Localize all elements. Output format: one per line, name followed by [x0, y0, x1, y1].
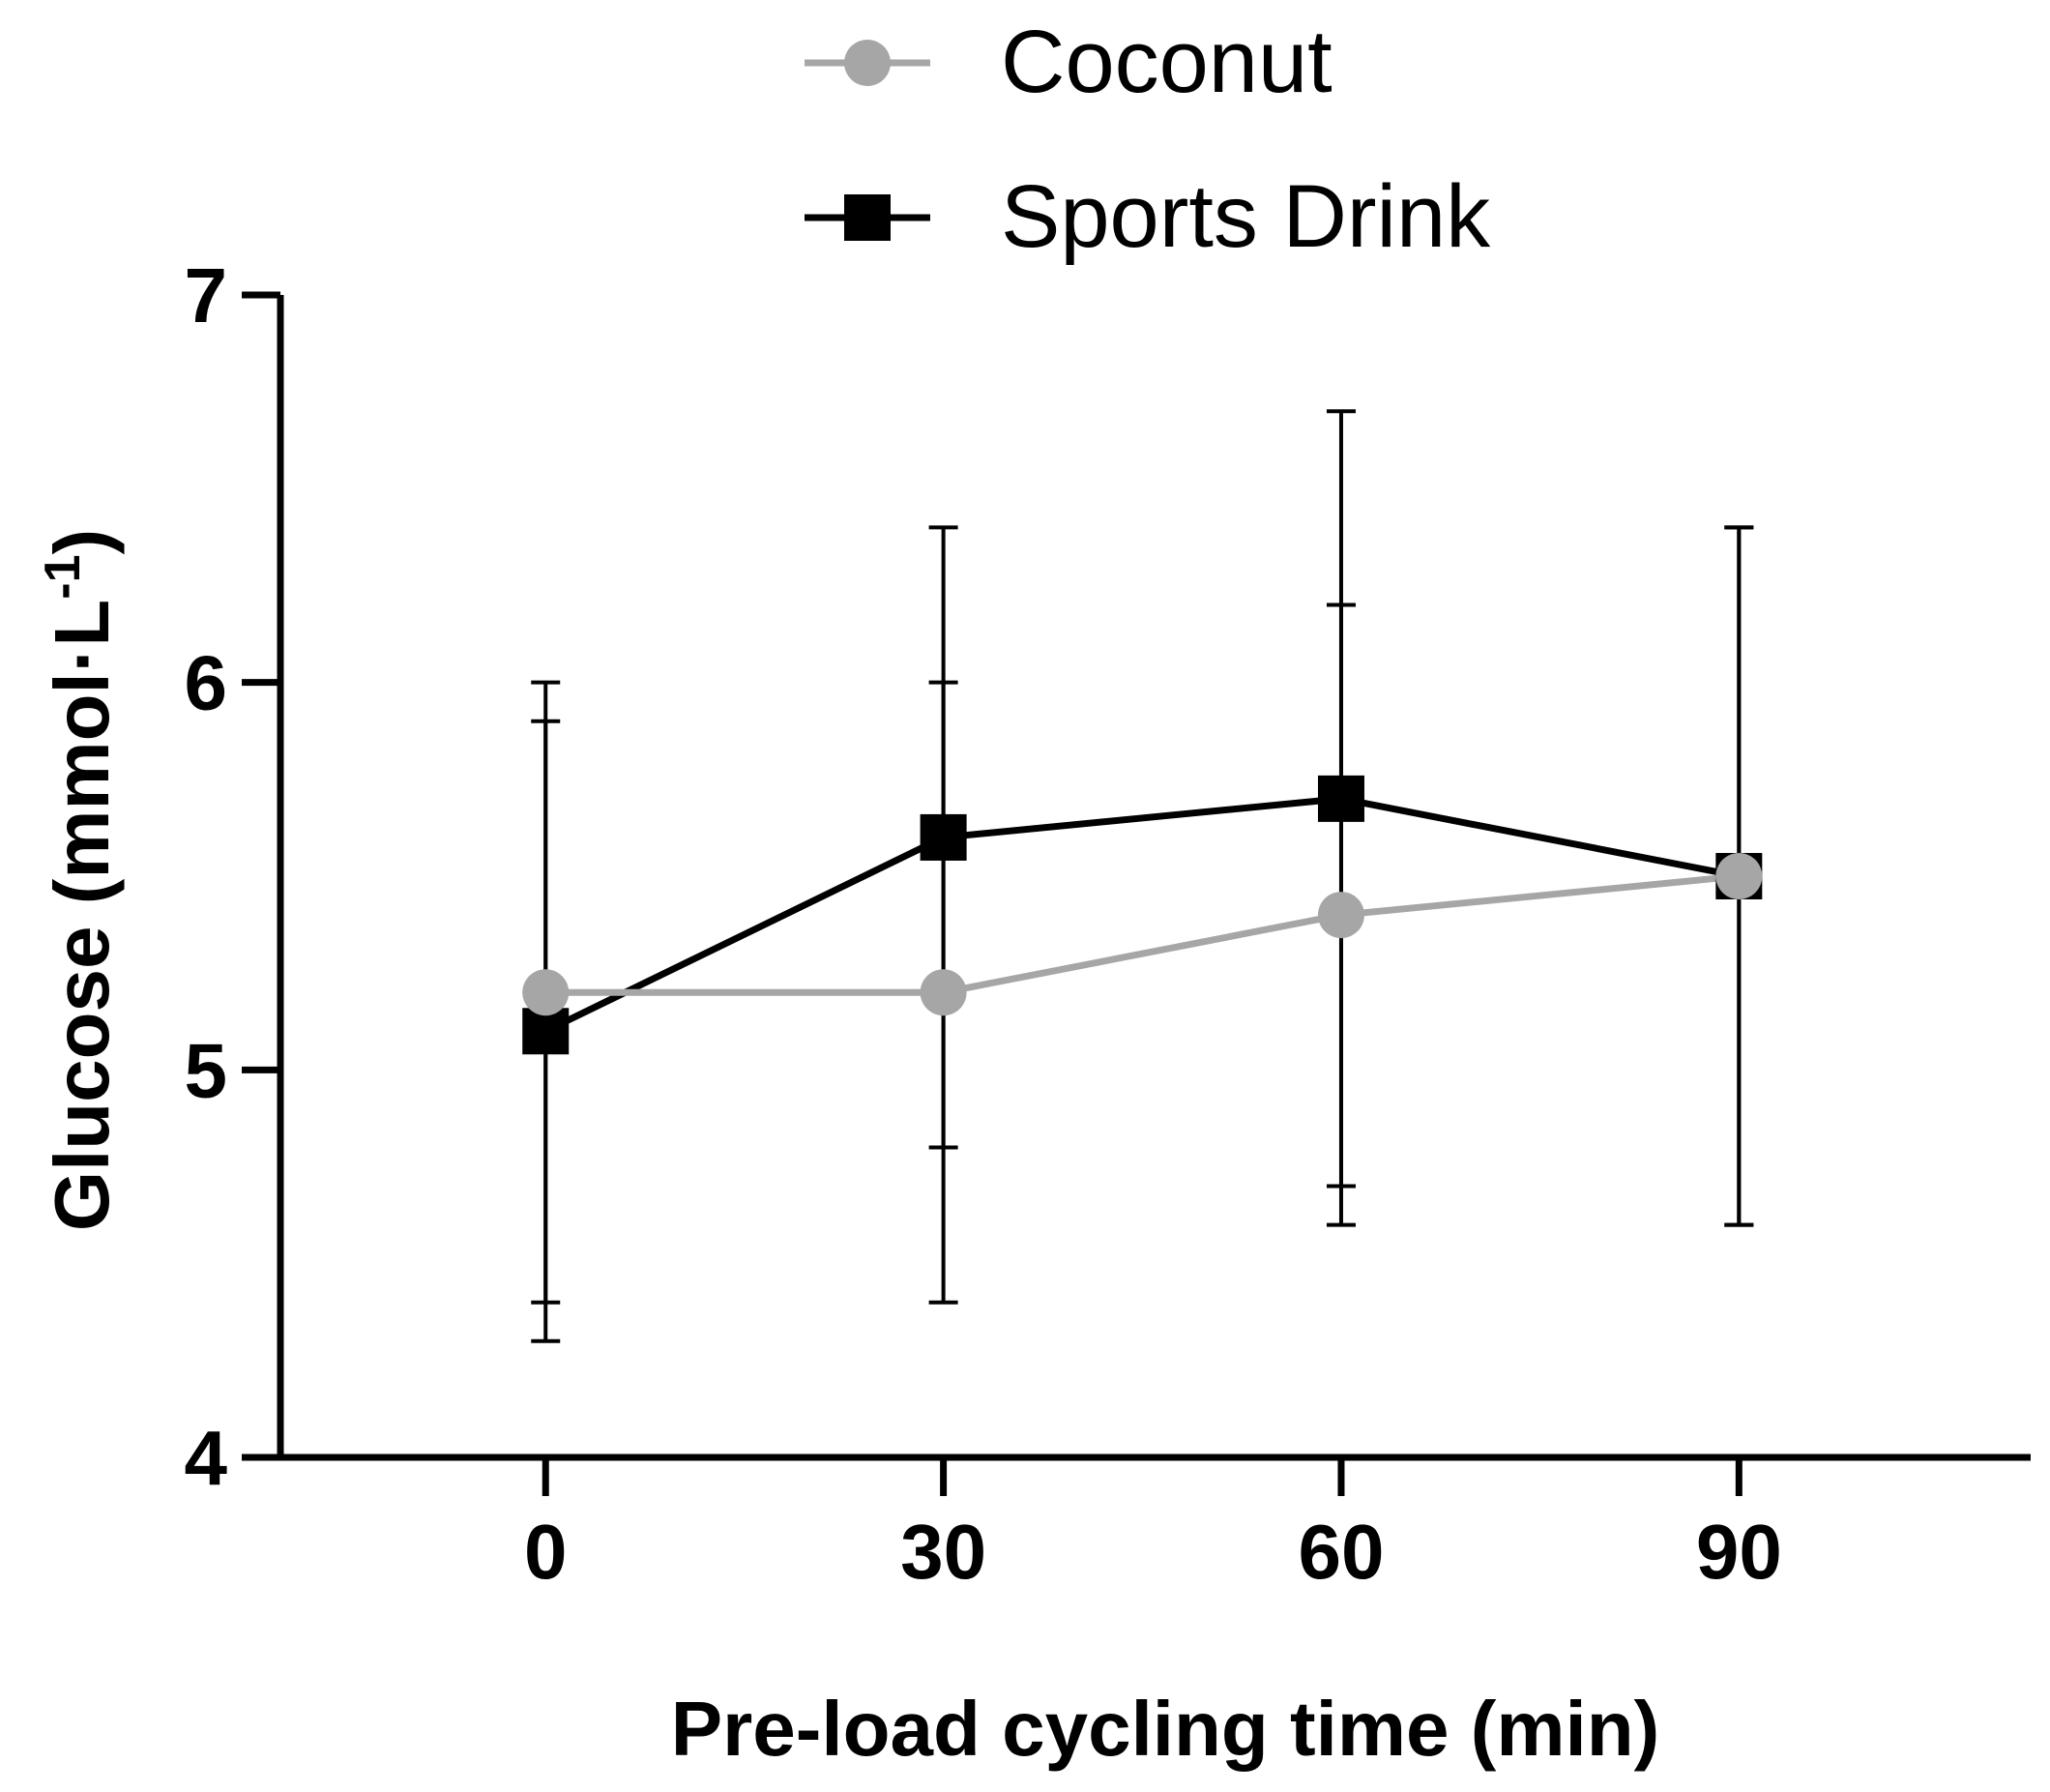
y-tick-label: 5 — [185, 1027, 228, 1113]
data-point-sports-drink — [920, 813, 967, 861]
y-axis-label-close: ) — [39, 529, 125, 555]
x-tick-label: 60 — [1298, 1509, 1384, 1595]
series-markers — [522, 775, 1763, 1055]
axes: 4 5 6 7 0 30 60 90 — [185, 252, 2031, 1595]
x-tick-label: 0 — [524, 1509, 568, 1595]
series-line-sports-drink — [543, 795, 1741, 1035]
axis-labels: Pre-load cycling time (min) Glucose (mmo… — [35, 529, 1659, 1772]
data-point-coconut — [1317, 892, 1364, 939]
legend: Coconut Sports Drink — [805, 13, 1491, 266]
x-axis-label: Pre-load cycling time (min) — [671, 1686, 1659, 1772]
legend-label: Coconut — [1001, 13, 1332, 111]
error-bars — [531, 409, 1754, 1343]
x-tick-label: 90 — [1696, 1509, 1782, 1595]
legend-label: Sports Drink — [1001, 167, 1491, 266]
x-tick-label: 30 — [900, 1509, 986, 1595]
y-axis-label-superscript: -1 — [35, 554, 91, 599]
data-point-sports-drink — [1317, 775, 1364, 822]
y-tick-label: 7 — [185, 252, 228, 338]
series-lines — [543, 795, 1741, 1035]
legend-marker-circle — [844, 40, 891, 86]
data-point-coconut — [920, 969, 967, 1016]
data-point-sports-drink — [522, 1008, 570, 1055]
data-point-coconut — [522, 969, 570, 1016]
series-line-coconut — [545, 872, 1740, 996]
y-axis-label: Glucose (mmol·L-1) — [35, 529, 125, 1231]
y-axis-label-main: Glucose (mmol·L — [39, 600, 125, 1231]
data-point-coconut — [1715, 853, 1763, 899]
y-tick-label: 4 — [185, 1415, 228, 1501]
legend-marker-square — [844, 194, 891, 241]
y-tick-label: 6 — [185, 640, 228, 726]
